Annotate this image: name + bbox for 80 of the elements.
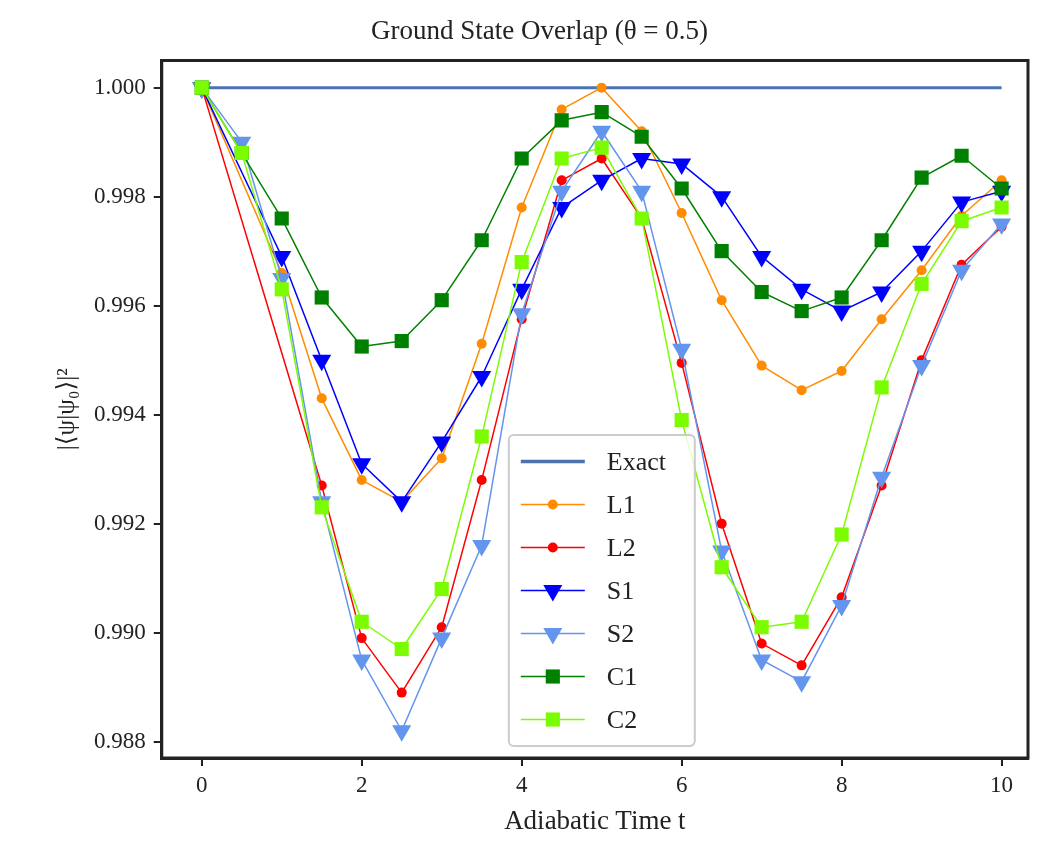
y-tick-label: 0.994: [94, 400, 147, 426]
point: [354, 614, 369, 629]
point: [836, 366, 847, 377]
x-tick-label: 0: [195, 771, 208, 797]
y-tick-label: 0.990: [94, 618, 146, 644]
point: [554, 113, 569, 128]
point: [516, 202, 527, 213]
point: [834, 290, 849, 305]
point: [396, 687, 407, 698]
y-axis-title: |⟨ψ|ψ₀⟩|²: [51, 368, 79, 451]
x-tick-label: 8: [835, 771, 848, 797]
point: [716, 295, 727, 306]
point: [356, 633, 367, 644]
point: [274, 282, 289, 297]
point: [594, 140, 609, 155]
point: [994, 200, 1009, 215]
y-tick-label: 0.992: [94, 509, 146, 535]
chart-title: Ground State Overlap (θ = 0.5): [370, 15, 709, 46]
point: [914, 276, 929, 291]
point: [434, 293, 449, 308]
point: [356, 475, 367, 486]
point: [954, 214, 969, 229]
legend-label: C2: [606, 705, 638, 735]
point: [756, 638, 767, 649]
y-tick-label: 0.996: [94, 291, 146, 317]
point: [314, 500, 329, 515]
x-tick-label: 2: [355, 771, 368, 797]
point: [436, 453, 447, 464]
point: [434, 581, 449, 597]
point: [634, 129, 649, 144]
point: [674, 413, 689, 428]
point: [474, 429, 489, 444]
point: [794, 614, 809, 629]
point: [914, 170, 929, 185]
point: [874, 380, 889, 395]
point: [476, 338, 487, 349]
y-tick-label: 1.000: [94, 73, 146, 99]
point: [796, 385, 807, 396]
point: [394, 641, 409, 657]
point: [554, 151, 569, 166]
point: [476, 475, 487, 486]
point: [676, 208, 687, 218]
point: [716, 518, 727, 529]
point: [954, 148, 969, 163]
legend-label: S2: [606, 619, 635, 649]
x-axis-title: Adiabatic Time t: [504, 804, 687, 835]
point: [474, 233, 489, 248]
x-tick-label: 10: [990, 771, 1014, 797]
legend-label: Exact: [606, 447, 667, 477]
point: [274, 211, 289, 226]
y-tick-label: 0.988: [94, 727, 146, 753]
point: [794, 304, 809, 319]
point: [876, 314, 887, 325]
point: [514, 151, 529, 166]
x-tick-label: 6: [675, 771, 688, 797]
point: [314, 290, 329, 305]
point: [754, 620, 769, 635]
point: [394, 334, 409, 349]
point: [756, 360, 767, 371]
point: [994, 181, 1009, 196]
y-tick-label: 0.998: [94, 182, 146, 208]
legend-label: S1: [606, 576, 635, 606]
legend-label: L2: [606, 533, 636, 563]
point: [714, 244, 729, 259]
point: [316, 393, 327, 404]
point: [594, 105, 609, 120]
point: [354, 339, 369, 354]
point: [514, 254, 529, 270]
x-tick-label: 4: [515, 771, 528, 797]
point: [916, 265, 927, 276]
legend-label: L1: [606, 490, 636, 520]
legend-label: C1: [606, 662, 638, 692]
point: [674, 181, 689, 196]
point: [596, 82, 607, 93]
point: [796, 660, 807, 671]
point: [834, 527, 849, 542]
point: [556, 175, 567, 186]
point: [754, 284, 769, 300]
point: [874, 233, 889, 248]
point: [714, 560, 729, 575]
